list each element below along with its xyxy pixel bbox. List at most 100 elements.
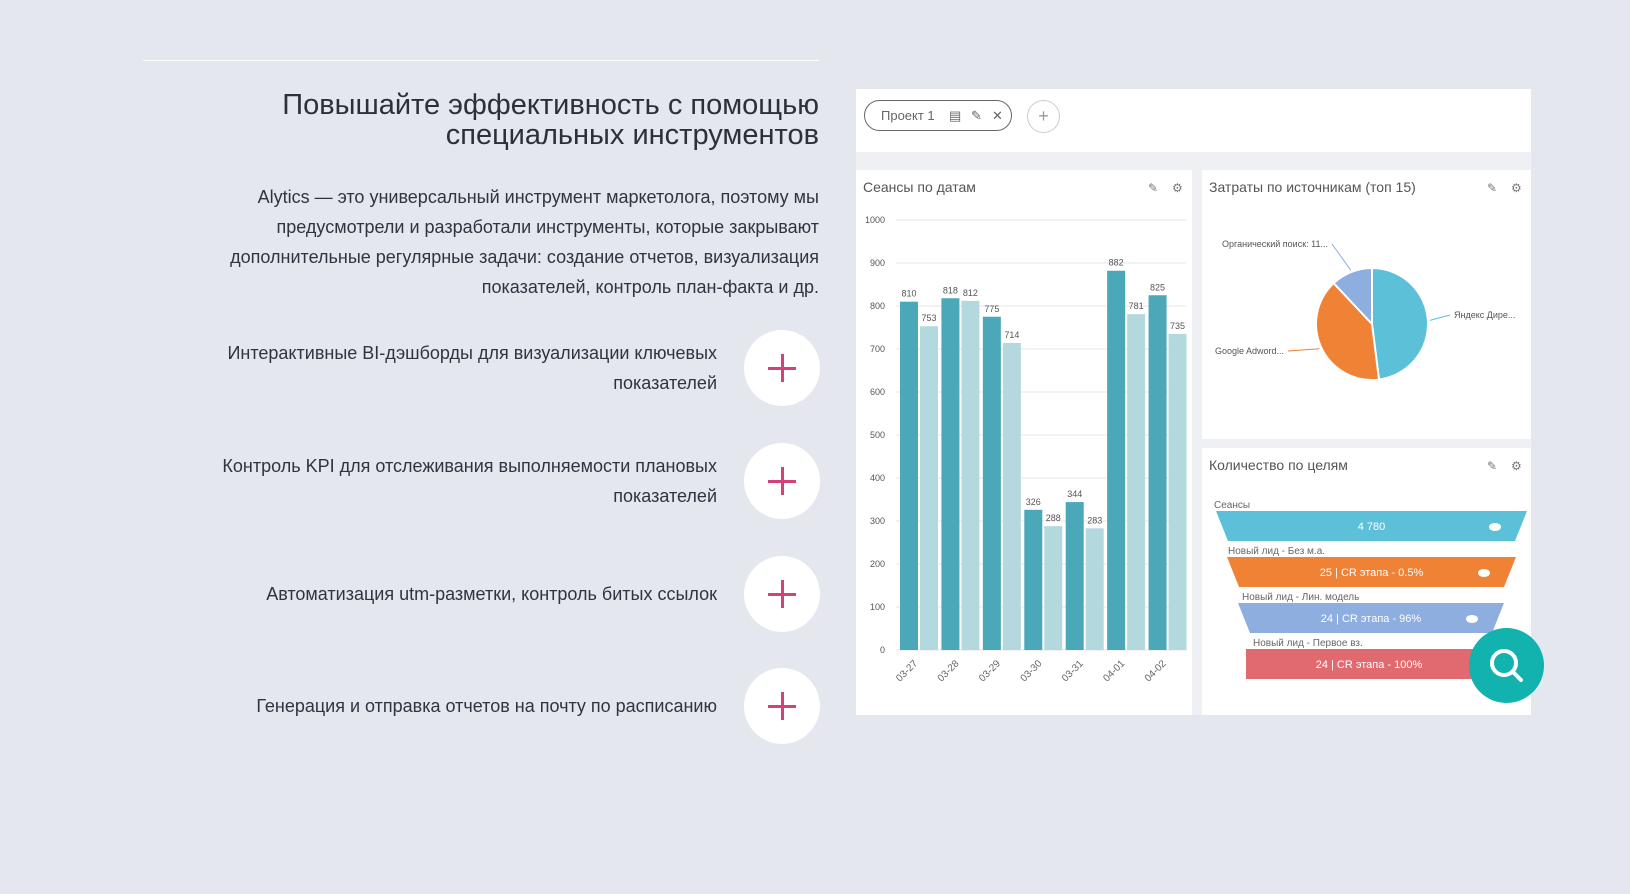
y-tick-label: 800 <box>870 301 885 311</box>
funnel-value: 25 | CR этапа - 0.5% <box>1320 567 1424 579</box>
feature-text: Автоматизация utm-разметки, контроль бит… <box>266 584 717 604</box>
data-label: 326 <box>1026 497 1041 507</box>
bar-chart-panel: Сеансы по датам ✎ ⚙ 0 100 200 300 400 500 600 700 8… <box>856 170 1192 715</box>
settings-icon[interactable]: ⚙ <box>1511 181 1522 195</box>
data-label: 288 <box>1046 513 1061 523</box>
edit-icon[interactable]: ✎ <box>1487 181 1497 195</box>
funnel-panel: Количество по целям ✎ ⚙ Сеансы 4 780 Новый ли… <box>1202 448 1531 715</box>
tab-bar: Проект 1 ▤ ✎ ✕ + <box>856 89 1531 152</box>
feature-text: Интерактивные BI-дэшборды для визуализац… <box>227 343 717 393</box>
x-tick-label: 03-31 <box>1060 658 1086 684</box>
pie-chart-panel: Затраты по источникам (топ 15) ✎ ⚙ Яндекс Д… <box>1202 170 1531 439</box>
funnel-bar <box>1238 603 1504 633</box>
eye-icon[interactable] <box>1478 569 1490 577</box>
data-label: 735 <box>1170 321 1185 331</box>
panel-title: Количество по целям <box>1209 457 1348 473</box>
slice-label: Google Adword... <box>1215 346 1284 356</box>
bar <box>1148 295 1167 650</box>
data-label: 810 <box>901 289 916 299</box>
settings-icon[interactable]: ⚙ <box>1511 459 1522 473</box>
edit-icon[interactable]: ✎ <box>1487 459 1497 473</box>
bar <box>1024 509 1043 650</box>
funnel-bar <box>1216 511 1527 541</box>
data-label: 825 <box>1150 282 1165 292</box>
slice-label: Органический поиск: 11... <box>1222 239 1328 249</box>
close-icon[interactable]: ✕ <box>992 108 1003 123</box>
y-tick-label: 400 <box>870 473 885 483</box>
settings-icon[interactable]: ⚙ <box>1172 181 1183 195</box>
expand-feature-button[interactable] <box>744 556 820 632</box>
leader-line <box>1287 348 1320 352</box>
funnel-bar <box>1246 649 1492 679</box>
y-tick-label: 500 <box>870 430 885 440</box>
bar <box>982 316 1001 650</box>
x-tick-label: 04-01 <box>1101 658 1127 684</box>
pie-slice <box>1332 266 1373 327</box>
bar <box>1127 314 1146 650</box>
edit-icon[interactable]: ✎ <box>971 108 982 123</box>
add-tab-button[interactable]: + <box>1027 100 1060 133</box>
bar <box>941 298 960 650</box>
data-label: 781 <box>1129 301 1144 311</box>
x-tick-label: 03-28 <box>936 658 962 684</box>
y-tick-label: 600 <box>870 387 885 397</box>
y-tick-label: 100 <box>870 602 885 612</box>
x-tick-label: 03-30 <box>1019 658 1045 684</box>
data-label: 344 <box>1067 489 1082 499</box>
pie-chart: Затраты по источникам (топ 15) ✎ ⚙ Яндекс Д… <box>1209 179 1522 381</box>
y-tick-label: 0 <box>880 645 885 655</box>
data-label: 283 <box>1087 515 1102 525</box>
panel-title: Затраты по источникам (топ 15) <box>1209 179 1416 195</box>
funnel-stage-label: Новый лид - Без м.а. <box>1228 546 1325 557</box>
funnel-stage-label: Сеансы <box>1214 500 1250 511</box>
feature-text: Генерация и отправка отчетов на почту по… <box>256 696 717 716</box>
funnel-stage-label: Новый лид - Лин. модель <box>1242 592 1359 603</box>
eye-icon[interactable] <box>1466 615 1478 623</box>
x-tick-label: 03-27 <box>894 658 920 684</box>
divider <box>143 60 819 61</box>
bar <box>1044 526 1063 650</box>
data-label: 753 <box>921 313 936 323</box>
data-label: 812 <box>963 288 978 298</box>
copy-icon[interactable]: ▤ <box>949 108 962 123</box>
bar <box>1085 528 1104 650</box>
x-tick-label: 04-02 <box>1143 658 1169 684</box>
funnel-chart: Количество по целям ✎ ⚙ Сеансы 4 780 Новый ли… <box>1209 457 1527 679</box>
funnel-value: 24 | CR этапа - 100% <box>1316 659 1423 671</box>
funnel-bar <box>1227 557 1516 587</box>
title-line: специальных инструментов <box>445 119 819 151</box>
search-icon <box>1490 649 1523 682</box>
funnel-value: 24 | CR этапа - 96% <box>1321 613 1422 625</box>
section-title: Повышайте эффективность с помощью специал… <box>179 90 819 150</box>
bar <box>920 326 938 650</box>
expand-feature-button[interactable] <box>744 668 820 744</box>
search-button[interactable] <box>1469 628 1544 703</box>
bar <box>1107 270 1126 650</box>
bar-chart: Сеансы по датам ✎ ⚙ 0 100 200 300 400 500 600 700 8… <box>863 179 1187 684</box>
bar <box>1002 342 1021 650</box>
expand-feature-button[interactable] <box>744 330 820 406</box>
feature-text: Контроль KPI для отслеживания выполняемо… <box>222 456 717 506</box>
bar <box>961 300 980 650</box>
y-tick-label: 300 <box>870 516 885 526</box>
bar <box>1065 502 1084 650</box>
eye-icon[interactable] <box>1489 523 1501 531</box>
dashboard-preview: Проект 1 ▤ ✎ ✕ + Сеансы по датам ✎ ⚙ 0 100 20… <box>856 89 1531 715</box>
lead-paragraph: Alytics — это универсальный инструмент м… <box>230 187 819 297</box>
y-tick-label: 900 <box>870 258 885 268</box>
expand-feature-button[interactable] <box>744 443 820 519</box>
bar <box>900 301 918 650</box>
y-tick-label: 700 <box>870 344 885 354</box>
leader-line <box>1331 243 1352 271</box>
funnel-stage-label: Новый лид - Первое вз. <box>1253 638 1363 649</box>
y-tick-label: 1000 <box>865 215 885 225</box>
tab-project[interactable]: Проект 1 ▤ ✎ ✕ <box>864 100 1012 131</box>
title-line: Повышайте эффективность с помощью <box>282 89 819 121</box>
data-label: 714 <box>1004 330 1019 340</box>
panel-title: Сеансы по датам <box>863 179 976 195</box>
edit-icon[interactable]: ✎ <box>1148 181 1158 195</box>
data-label: 818 <box>943 285 958 295</box>
tab-label: Проект 1 <box>881 108 935 123</box>
bar <box>1168 333 1187 650</box>
slice-label: Яндекс Дире... <box>1454 310 1515 320</box>
